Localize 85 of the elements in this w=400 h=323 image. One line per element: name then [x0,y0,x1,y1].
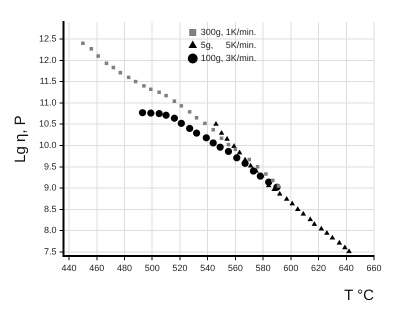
point [194,116,198,120]
point [157,90,161,94]
point [346,248,352,254]
point [96,54,100,58]
y-tick-label: 9.0 [44,182,57,193]
point [231,143,237,148]
legend-label: 100g, 3K/min. [200,52,256,63]
point [256,165,260,169]
point [248,162,254,168]
point [202,134,210,142]
y-tick-label: 11.0 [40,97,57,108]
x-tick-label: 600 [283,263,298,274]
point [118,70,122,74]
point [81,42,85,46]
point [224,136,230,141]
point [203,122,207,126]
point [264,172,268,176]
point [234,148,238,152]
point [247,158,252,162]
point [89,47,94,51]
point [211,128,215,132]
point [312,221,318,226]
point [216,144,224,151]
y-tick-label: 12.0 [38,54,57,65]
y-tick-label: 9.5 [44,161,57,172]
x-tick-label: 580 [256,263,271,274]
x-tick-label: 620 [311,263,326,274]
legend-label: 300g, 1K/min. [200,26,256,37]
point [192,130,200,137]
point [276,190,283,196]
point [289,200,295,206]
x-tick-label: 500 [144,263,160,274]
legend-label: 5g, 5K/min. [200,40,256,50]
point [170,114,178,122]
point [180,104,184,108]
y-tick-label: 10.5 [38,118,57,129]
point [112,66,116,70]
x-tick-label: 480 [116,263,132,274]
point [336,240,342,245]
point [271,178,275,182]
x-tick-label: 560 [228,263,243,274]
point [178,120,185,127]
point [172,99,176,103]
y-axis-title: Lg η, P [12,115,30,163]
point [186,124,194,132]
point [226,142,230,146]
x-tick-label: 540 [200,263,216,274]
point [233,154,240,162]
y-tick-label: 10.0 [38,140,57,150]
point [134,80,138,84]
point [324,230,330,235]
point [242,156,248,162]
point [342,244,348,250]
point [188,110,192,114]
point [104,62,108,66]
point [294,206,301,211]
y-tick-label: 7.5 [44,246,57,256]
y-tick-label: 8.5 [44,204,57,214]
point [142,84,146,88]
point [330,234,336,240]
point [126,76,130,80]
y-tick-label: 12.5 [38,34,57,44]
y-tick-label: 8.0 [44,225,57,236]
x-tick-label: 660 [366,263,382,274]
x-tick-label: 640 [338,263,354,274]
point [220,136,224,140]
point [236,150,242,154]
point [162,112,170,119]
x-axis-title: T °C [344,287,374,304]
point [284,196,290,201]
point [147,110,154,117]
point [164,94,168,98]
point [318,226,324,231]
point [210,139,217,147]
point [156,110,163,118]
x-tick-label: 520 [172,263,188,274]
y-tick-label: 11.5 [40,76,57,86]
point [300,210,306,216]
x-tick-label: 440 [62,263,77,274]
point [138,109,146,116]
point [224,148,232,156]
point [307,216,314,222]
point [149,88,153,92]
point [213,120,219,126]
x-tick-label: 460 [89,263,104,274]
